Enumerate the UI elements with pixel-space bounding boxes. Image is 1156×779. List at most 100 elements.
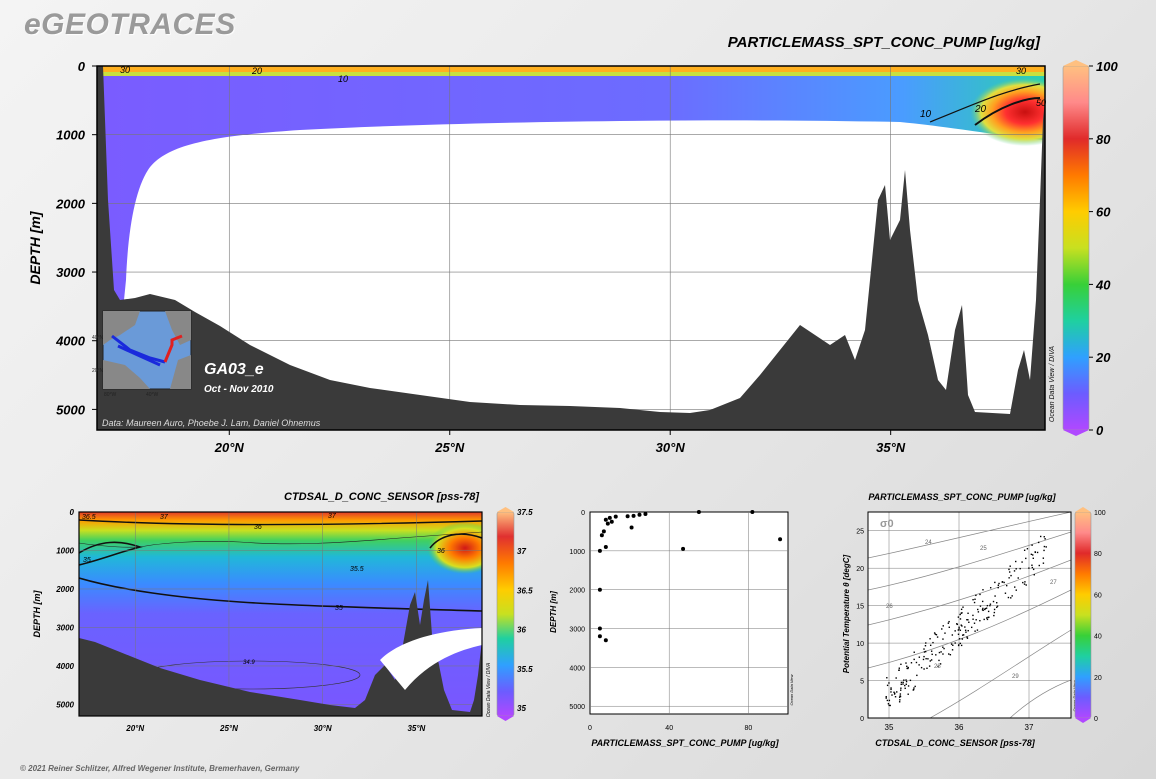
data-point (950, 643, 953, 645)
data-point (947, 622, 950, 624)
data-point (1038, 564, 1040, 567)
data-point (974, 598, 976, 600)
data-point (977, 611, 980, 613)
x-tick-label: 20°N (214, 440, 245, 455)
data-point (1015, 560, 1017, 563)
data-point (937, 665, 939, 668)
data-point (996, 605, 999, 607)
data-point (958, 638, 961, 640)
data-point (943, 647, 945, 650)
isopycnal-label: 27 (1050, 580, 1057, 586)
data-point (939, 663, 942, 665)
data-point (912, 688, 915, 691)
data-point (998, 582, 1000, 585)
data-point (905, 680, 908, 683)
data-point (942, 646, 944, 648)
data-point (967, 629, 969, 632)
data-point (916, 674, 918, 677)
data-point (986, 604, 989, 607)
data-point (966, 637, 969, 639)
data-point (681, 546, 686, 551)
contour-label: 37 (328, 513, 337, 520)
data-point (951, 649, 954, 651)
data-point (1008, 571, 1011, 573)
data-point (957, 616, 960, 618)
y-tick-label: 25 (856, 529, 864, 536)
data-point (924, 645, 927, 647)
data-point (997, 586, 999, 589)
data-point (972, 618, 974, 620)
data-point (918, 664, 920, 666)
data-point (942, 638, 944, 640)
data-point (907, 693, 909, 695)
y-tick-label: 5 (860, 679, 864, 686)
y-tick-label: 2000 (569, 588, 585, 595)
data-point (989, 587, 992, 589)
data-point (985, 607, 988, 609)
data-point (1026, 548, 1029, 550)
main-chart-title: PARTICLEMASS_SPT_CONC_PUMP [ug/kg] (728, 34, 1041, 51)
contour-label: 30 (1016, 66, 1026, 76)
data-point (603, 638, 608, 643)
data-point (597, 626, 602, 631)
odv-watermark: Ocean Data View (1072, 679, 1077, 711)
data-point (896, 691, 898, 693)
data-point (637, 512, 642, 517)
data-point (607, 515, 612, 520)
sigma-label: σ0 (880, 518, 894, 530)
contour-label: 34.9 (243, 660, 255, 666)
data-point (1015, 589, 1017, 591)
data-point (900, 663, 902, 666)
data-point (890, 688, 892, 691)
data-point (1015, 568, 1017, 570)
data-point (944, 632, 946, 634)
isopycnal-label: 24 (925, 540, 932, 546)
colorbar-tick-label: 37.5 (517, 508, 533, 517)
y-tick-label: 0 (581, 510, 585, 517)
data-point (958, 628, 960, 630)
data-point (931, 653, 933, 656)
data-point (982, 607, 984, 610)
data-point (1028, 567, 1030, 569)
data-point (898, 696, 901, 698)
colorbar-tick-label: 37 (517, 547, 526, 556)
main-grid (97, 66, 1045, 430)
y-tick-label: 4000 (55, 334, 86, 349)
data-point (750, 510, 755, 514)
main-y-axis-label: DEPTH [m] (27, 210, 43, 284)
data-point (928, 665, 931, 667)
data-point (996, 606, 998, 609)
y-tick-label: 5000 (56, 700, 74, 709)
data-point (1010, 597, 1012, 599)
y-tick-label: 3000 (56, 623, 74, 632)
data-point (979, 593, 981, 596)
data-point (972, 598, 974, 601)
colorbar-tick-label: 40 (1095, 277, 1111, 292)
x-tick-label: 30°N (314, 724, 332, 733)
data-point (938, 659, 940, 662)
data-point (1031, 544, 1033, 546)
data-point (601, 529, 606, 534)
contour-label: 36 (437, 548, 445, 555)
colorbar-tick-label: 80 (1094, 551, 1102, 558)
data-point (975, 594, 977, 597)
x-tick-label: 36 (955, 723, 964, 732)
data-point (957, 633, 960, 635)
data-point (984, 608, 986, 611)
data-point (887, 703, 890, 705)
data-point (1043, 545, 1046, 548)
data-point (886, 699, 889, 702)
data-point (1031, 566, 1034, 569)
data-point (893, 693, 896, 695)
data-point (993, 614, 995, 617)
data-point (1042, 557, 1045, 559)
data-point (951, 634, 954, 636)
data-point (603, 544, 608, 549)
data-point (933, 632, 936, 634)
data-point (907, 666, 909, 669)
data-point (899, 695, 902, 698)
data-point (924, 650, 927, 653)
x-tick-label: 37 (1025, 723, 1034, 732)
x-tick-label: 80 (745, 725, 753, 732)
data-point (1017, 577, 1019, 579)
